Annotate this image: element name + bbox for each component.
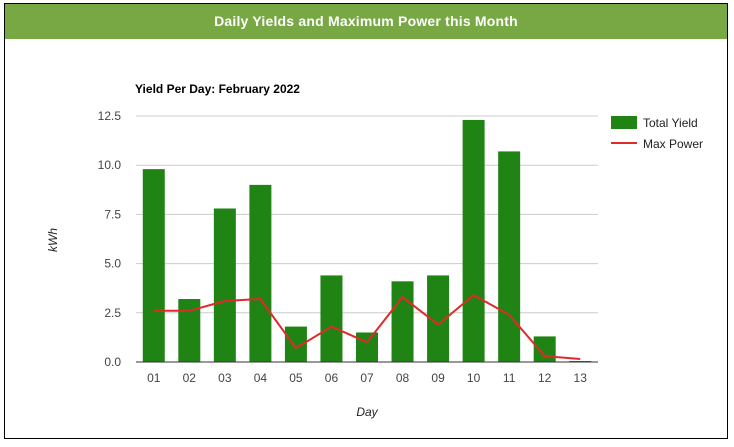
x-tick-label: 10 [467, 371, 481, 385]
y-tick-labels: 0.0 2.5 5.0 7.5 10.0 12.5 [98, 109, 122, 369]
x-tick-label: 08 [396, 371, 410, 385]
legend-swatch-total-yield [611, 116, 637, 129]
x-tick-label: 04 [254, 371, 268, 385]
y-tick-label: 12.5 [98, 109, 122, 123]
line-max-power [153, 294, 581, 360]
x-axis-title: Day [356, 405, 378, 419]
x-tick-label: 06 [325, 371, 339, 385]
bar-01 [142, 169, 165, 362]
x-tick-label: 13 [574, 371, 588, 385]
x-tick-label: 05 [289, 371, 303, 385]
y-tick-label: 2.5 [104, 306, 121, 320]
legend: Total Yield Max Power [611, 116, 703, 151]
bar-10 [462, 119, 485, 362]
gridlines [136, 115, 598, 314]
y-tick-label: 5.0 [104, 257, 121, 271]
bar-07 [356, 332, 378, 362]
legend-label-total-yield: Total Yield [643, 116, 698, 130]
y-tick-label: 0.0 [104, 355, 121, 369]
bar-12 [533, 336, 556, 362]
x-tick-label: 03 [218, 371, 232, 385]
bar-02 [178, 299, 201, 362]
x-tick-labels: 01 02 03 04 05 06 07 08 09 10 11 12 13 [147, 371, 587, 385]
bar-03 [213, 208, 236, 362]
banner-title: Daily Yields and Maximum Power this Mont… [5, 4, 727, 39]
y-axis-title: kWh [46, 228, 60, 252]
x-tick-label: 09 [431, 371, 445, 385]
y-tick-label: 10.0 [98, 158, 122, 172]
bar-05 [284, 326, 307, 362]
x-tick-label: 12 [538, 371, 552, 385]
x-tick-label: 07 [360, 371, 374, 385]
x-tick-label: 02 [183, 371, 197, 385]
chart-panel: Daily Yields and Maximum Power this Mont… [4, 3, 728, 439]
y-tick-label: 7.5 [104, 207, 121, 221]
legend-label-max-power: Max Power [643, 137, 703, 151]
x-tick-label: 11 [503, 371, 516, 385]
x-tick-label: 01 [147, 371, 161, 385]
chart-title: Yield Per Day: February 2022 [135, 82, 300, 96]
bar-11 [498, 151, 521, 362]
line-series [153, 294, 581, 360]
bar-series [142, 119, 592, 362]
bar-06 [320, 275, 343, 362]
bar-08 [391, 281, 414, 362]
bar-09 [427, 275, 450, 362]
bar-04 [249, 184, 272, 362]
